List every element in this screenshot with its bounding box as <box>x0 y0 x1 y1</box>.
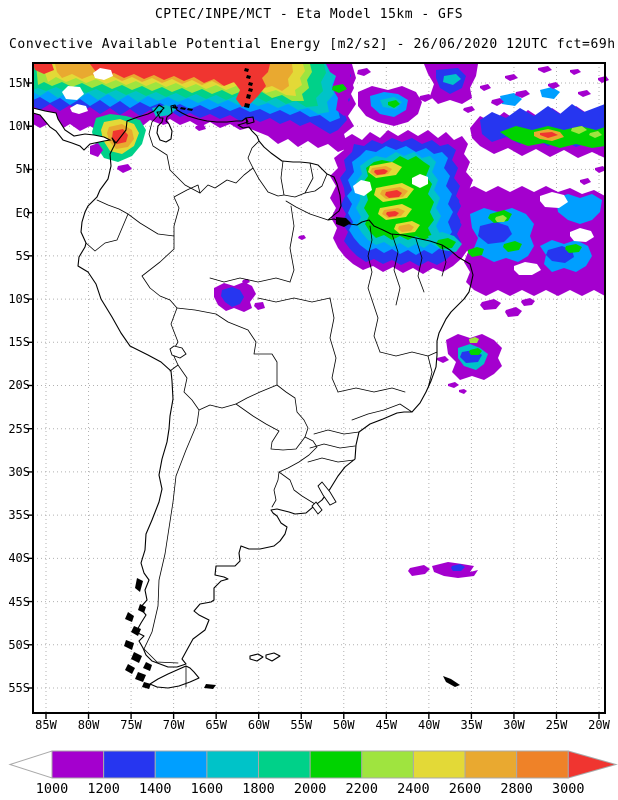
lon-label-70W: 70W <box>162 718 185 732</box>
lagoa-dos-patos <box>317 481 337 506</box>
lat-label-25S: 25S <box>8 421 30 436</box>
lat-label-15N: 15N <box>8 76 30 90</box>
cape-region-caribbean <box>33 64 356 173</box>
colorbar-segment-2600 <box>464 750 518 779</box>
lat-label-5N: 5N <box>15 162 30 177</box>
falkland-islands <box>249 652 281 662</box>
lat-label-15S: 15S <box>8 335 30 350</box>
colorbar-segment-2200 <box>361 750 414 779</box>
lon-label-35W: 35W <box>460 718 483 732</box>
lat-label-40S: 40S <box>8 551 30 566</box>
colorbar-label-2600: 2600 <box>448 781 482 797</box>
colorbar-label-1800: 1800 <box>242 781 275 797</box>
lon-label-40W: 40W <box>418 718 440 732</box>
colorbar-segment-1200 <box>103 750 156 779</box>
cape-region-bahia-offshore <box>437 334 502 394</box>
colorbar-segment-1400 <box>154 750 208 779</box>
lon-label-55W: 55W <box>290 718 313 732</box>
lon-label-75W: 75W <box>120 718 142 732</box>
cape-region-itcz-band <box>470 66 609 185</box>
colorbar-label-2200: 2200 <box>345 781 379 797</box>
coastlines <box>32 68 474 689</box>
marajo-island <box>336 217 351 227</box>
cape-region-40s-dash <box>408 562 478 578</box>
lat-label-45S: 45S <box>8 594 30 609</box>
trinidad-island <box>245 116 255 125</box>
lagoa-mirim <box>311 501 323 515</box>
lat-label-20S: 20S <box>8 378 30 393</box>
lon-label-80W: 80W <box>77 718 100 732</box>
lon-label-65W: 65W <box>205 718 227 732</box>
cape-region-amazon-mouth <box>330 130 476 274</box>
lat-label-5S: 5S <box>15 248 30 263</box>
lat-label-EQ: EQ <box>15 205 30 220</box>
colorbar-over-arrow <box>567 750 618 779</box>
south-georgia-island <box>443 676 460 687</box>
cape-field <box>33 64 609 578</box>
lat-label-10S: 10S <box>8 292 30 307</box>
state-borders <box>209 200 447 463</box>
colorbar-under-arrow <box>8 750 53 779</box>
lon-label-25W: 25W <box>545 718 568 732</box>
lon-label-60W: 60W <box>247 718 270 732</box>
colorbar-label-1400: 1400 <box>138 781 172 797</box>
colorbar <box>8 750 618 779</box>
tierra-del-fuego <box>149 665 200 689</box>
lon-label-45W: 45W <box>375 718 398 732</box>
coast-central-america <box>32 107 112 151</box>
colorbar-segment-2000 <box>309 750 363 779</box>
page-subtitle: Convective Available Potential Energy [m… <box>9 37 616 52</box>
cape-region-guianas-offshore <box>326 64 478 126</box>
lon-label-20W: 20W <box>588 718 610 732</box>
colorbar-label-2000: 2000 <box>293 781 327 797</box>
colorbar-segment-2800 <box>516 750 569 779</box>
map-frame <box>32 62 606 714</box>
lon-label-85W: 85W <box>35 718 57 732</box>
lat-label-50S: 50S <box>8 637 30 652</box>
country-borders <box>85 110 328 688</box>
cape-region-rondonia <box>214 235 306 312</box>
map-frame-rect <box>32 62 606 714</box>
colorbar-label-2800: 2800 <box>500 781 533 797</box>
colorbar-label-2400: 2400 <box>397 781 430 797</box>
colorbar-label-3000: 3000 <box>552 781 585 797</box>
colorbar-label-1600: 1600 <box>190 781 224 797</box>
page-title: CPTEC/INPE/MCT - Eta Model 15km - GFS <box>154 7 464 22</box>
cape-region-se-atlantic <box>459 186 605 317</box>
lon-label-50W: 50W <box>332 718 355 732</box>
lat-label-10N: 10N <box>8 119 30 134</box>
lat-label-55S: 55S <box>8 680 30 695</box>
axis-ticks <box>27 82 600 719</box>
colorbar-segment-1000 <box>51 750 105 779</box>
lake-titicaca <box>169 345 187 359</box>
lon-label-30W: 30W <box>503 718 525 732</box>
colorbar-segment-1800 <box>258 750 311 779</box>
lat-label-35S: 35S <box>8 508 30 523</box>
colorbar-segment-1600 <box>206 750 260 779</box>
islands <box>124 68 460 689</box>
colorbar-label-1000: 1000 <box>35 781 69 797</box>
colorbar-label-1200: 1200 <box>87 781 120 797</box>
colorbar-segment-2400 <box>412 750 466 779</box>
lat-label-30S: 30S <box>8 464 30 479</box>
